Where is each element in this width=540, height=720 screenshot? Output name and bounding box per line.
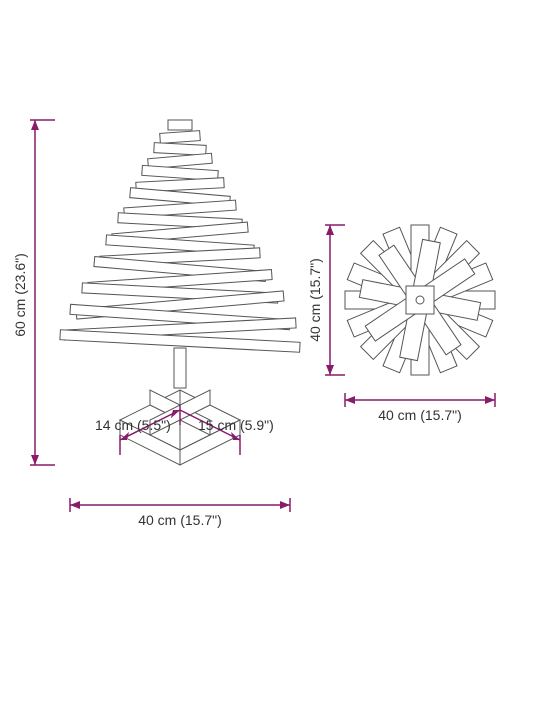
- dim-front-height: 60 cm (23.6"): [12, 120, 55, 465]
- front-width-label: 40 cm (15.7"): [138, 512, 222, 528]
- front-height-label: 60 cm (23.6"): [12, 253, 28, 337]
- base-right-label: 15 cm (5.9"): [198, 417, 274, 433]
- top-view: [345, 225, 495, 375]
- dim-top-width: 40 cm (15.7"): [345, 393, 495, 423]
- dimension-diagram: 60 cm (23.6") 14 cm (5.5") 15 cm (5.9") …: [0, 0, 540, 720]
- top-height-label: 40 cm (15.7"): [307, 258, 323, 342]
- dim-front-width: 40 cm (15.7"): [70, 498, 290, 528]
- top-outline: [345, 225, 495, 375]
- dim-top-height: 40 cm (15.7"): [307, 225, 345, 375]
- top-width-label: 40 cm (15.7"): [378, 407, 462, 423]
- base-left-label: 14 cm (5.5"): [95, 417, 171, 433]
